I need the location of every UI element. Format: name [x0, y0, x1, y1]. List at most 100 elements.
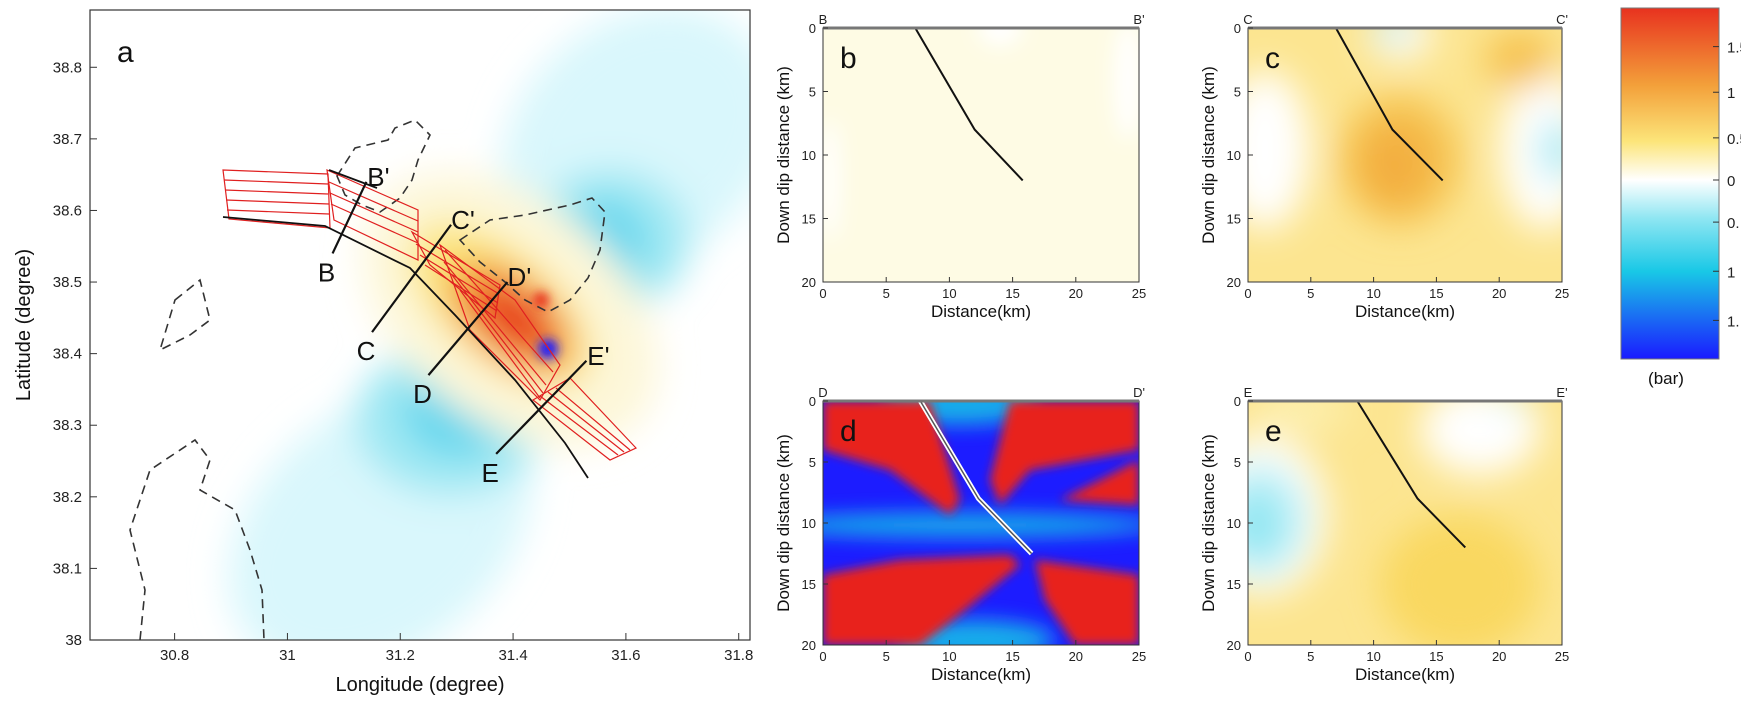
panel-b-background [823, 28, 1139, 282]
fault-trace [222, 169, 589, 479]
panel-c-xlabel: Distance(km) [1355, 302, 1455, 321]
panel-a-xtick-label: 31.8 [724, 647, 753, 664]
panel-a-ylabel: Latitude (degree) [13, 249, 35, 401]
panel-c-xtick-label: 10 [1366, 286, 1380, 301]
panel-b-stress-field [823, 28, 1139, 240]
panel-a-ticks: 30.8 31 31.2 31.4 31.6 31.8 38 38.1 38.2 38.3 38.4… [53, 59, 754, 664]
panel-e-ytick-label: 20 [1227, 638, 1241, 653]
panel-a-xtick-label: 31.4 [498, 647, 527, 664]
panel-e [1248, 401, 1562, 645]
panel-b [823, 28, 1139, 282]
panel-e-label: e [1265, 415, 1282, 448]
subpanel-axes: 0 5 10 15 20 25 0 5 10 15 20 B B' b Distance(km) Down d… [774, 12, 1569, 684]
colorbar-tick-label: 1 [1727, 85, 1735, 102]
panel-d-xtick-label: 25 [1132, 649, 1146, 664]
profile-start-label: D [413, 379, 432, 409]
profile-line [371, 224, 452, 333]
panel-b-xtick-label: 0 [819, 286, 826, 301]
profile-start-label: B [318, 257, 335, 287]
panel-e-end-label: E' [1556, 385, 1567, 400]
panel-d-stress-field [823, 401, 1139, 645]
panel-d-fault-trace [919, 400, 1033, 555]
dashed-boundary-lines [129, 119, 606, 640]
panel-b-start-label: B [819, 12, 828, 27]
panel-a-xtick-label: 31 [279, 647, 296, 664]
panel-e-xtick-label: 10 [1366, 649, 1380, 664]
panel-c-ytick-label: 10 [1227, 148, 1241, 163]
profile-line [427, 281, 509, 376]
panel-d-xtick-label: 0 [819, 649, 826, 664]
panel-a-frame [89, 9, 751, 641]
panel-e-ylabel: Down dip distance (km) [1199, 434, 1218, 612]
colorbar-gradient [1620, 7, 1720, 360]
colorbar-tick-label: 0.5 [1727, 131, 1741, 148]
panel-e-start-label: E [1244, 385, 1253, 400]
panel-e-xtick-label: 15 [1429, 649, 1443, 664]
profile-line [331, 181, 368, 254]
panel-d-ylabel: Down dip distance (km) [774, 434, 793, 612]
panel-b-fault-trace [914, 27, 1024, 182]
panel-a-xlabel: Longitude (degree) [335, 674, 504, 696]
panel-b-ytick-label: 20 [802, 275, 816, 290]
panel-a-ytick-label: 38.7 [53, 131, 82, 148]
panel-c-label: c [1265, 42, 1280, 75]
panel-b-ylabel: Down dip distance (km) [774, 66, 793, 244]
panel-c-end-label: C' [1556, 12, 1568, 27]
panel-d-xtick-label: 15 [1005, 649, 1019, 664]
panel-a-ytick-label: 38.5 [53, 274, 82, 291]
panel-c-ytick-label: 0 [1234, 21, 1241, 36]
panel-c-axes: 0 5 10 15 20 25 0 5 10 15 20 C C' c Distance(km) Down d… [1199, 12, 1569, 321]
panel-b-axes: 0 5 10 15 20 25 0 5 10 15 20 B B' b Distance(km) Down d… [774, 12, 1146, 321]
panel-d-ytick-label: 15 [802, 577, 816, 592]
panel-a-ytick-label: 38.6 [53, 202, 82, 219]
panel-d-xtick-label: 10 [942, 649, 956, 664]
colorbar-tick-label: 0 [1727, 173, 1735, 190]
profile-end-label: B' [367, 162, 389, 192]
panel-d-ytick-label: 10 [802, 516, 816, 531]
panel-a-xtick-label: 30.8 [160, 647, 189, 664]
panel-d-start-label: D [818, 385, 827, 400]
panel-d-xlabel: Distance(km) [931, 665, 1031, 684]
colorbar-ticks: 1.5 1 0.5 0 0. 5 1 1. 5 [1713, 40, 1741, 330]
panel-c [1248, 28, 1562, 282]
panel-d-xtick-label: 20 [1069, 649, 1083, 664]
panel-c-xtick-label: 15 [1429, 286, 1443, 301]
panel-a-ytick-label: 38.3 [53, 417, 82, 434]
panel-e-xtick-label: 5 [1307, 649, 1314, 664]
panel-c-xtick-label: 20 [1492, 286, 1506, 301]
panel-c-ytick-label: 15 [1227, 212, 1241, 227]
panel-a-label: a [117, 36, 134, 69]
panel-a-ytick-label: 38.2 [53, 489, 82, 506]
panel-e-xtick-label: 20 [1492, 649, 1506, 664]
panel-b-xtick-label: 10 [942, 286, 956, 301]
panel-b-xtick-label: 15 [1005, 286, 1019, 301]
panel-e-ytick-label: 5 [1234, 455, 1241, 470]
panel-e-ytick-label: 10 [1227, 516, 1241, 531]
panel-a-xtick-label: 31.6 [611, 647, 640, 664]
panel-a-xtick-label: 31.2 [386, 647, 415, 664]
panel-e-axes: 0 5 10 15 20 25 0 5 10 15 20 E E' e Distance(km) Down d… [1199, 385, 1569, 684]
panel-c-ytick-label: 20 [1227, 275, 1241, 290]
colorbar-tick-label: 1. 5 [1727, 313, 1741, 330]
panel-d-end-label: D' [1133, 385, 1145, 400]
panel-c-xtick-label: 0 [1244, 286, 1251, 301]
colorbar-tick-label: 1 [1727, 264, 1735, 281]
panel-a-stress-field [129, 10, 750, 640]
profile-start-label: C [357, 336, 376, 366]
panel-c-xtick-label: 5 [1307, 286, 1314, 301]
panel-e-fault-trace [1356, 400, 1467, 549]
panel-b-ytick-label: 0 [809, 21, 816, 36]
panel-c-ytick-label: 5 [1234, 85, 1241, 100]
panel-a-ytick-label: 38.1 [53, 560, 82, 577]
colorbar-unit-label: (bar) [1648, 369, 1684, 388]
panel-e-ytick-label: 15 [1227, 577, 1241, 592]
profile-line [495, 360, 588, 455]
panel-b-xtick-label: 25 [1132, 286, 1146, 301]
profile-end-label: D' [508, 262, 532, 292]
colorbar: 1.5 1 0.5 0 0. 5 1 1. 5 (bar) [1620, 7, 1741, 388]
panel-a-ytick-label: 38.4 [53, 346, 82, 363]
panel-c-stress-field [1248, 28, 1562, 230]
rupture-segments [222, 169, 638, 461]
panel-b-xtick-label: 5 [883, 286, 890, 301]
